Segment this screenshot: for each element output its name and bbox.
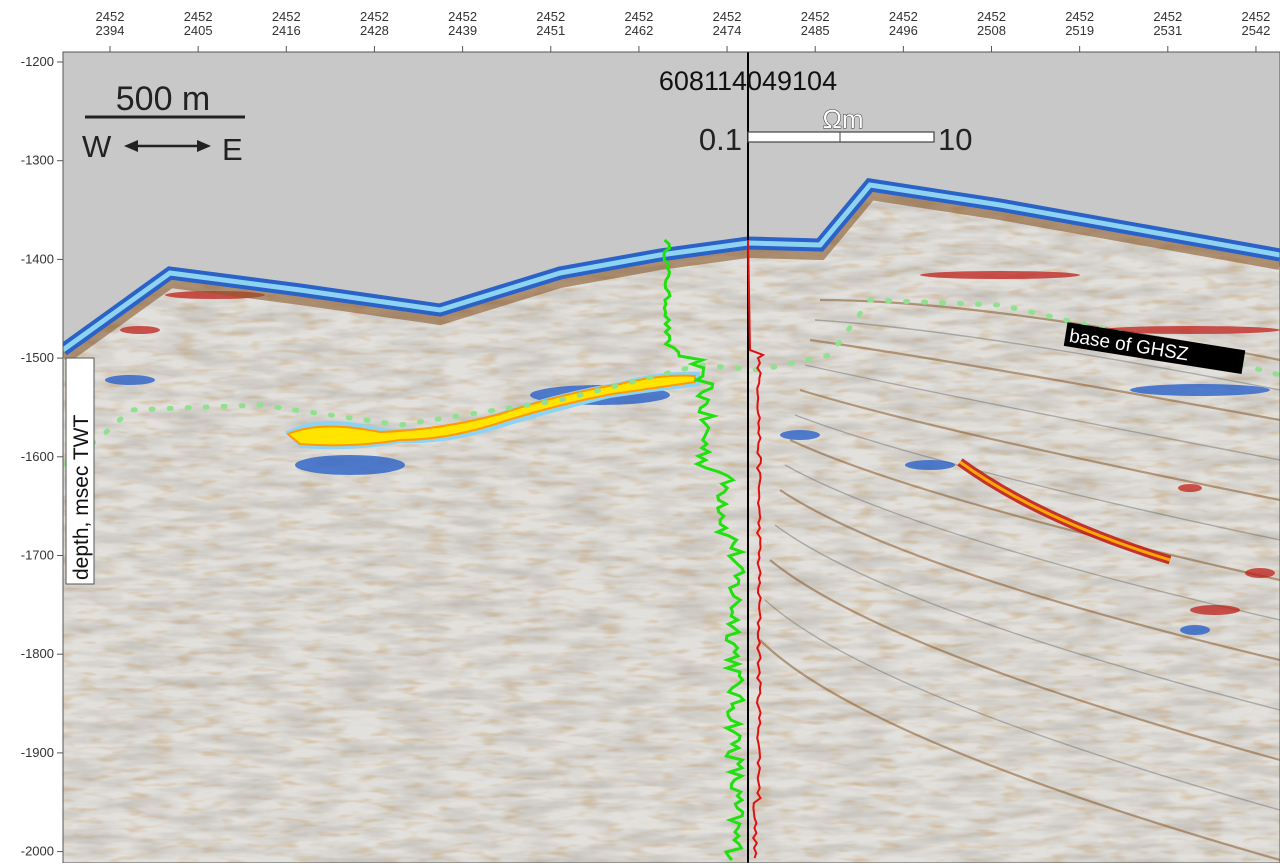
x-tick-label-bottom: 2428 — [360, 23, 389, 38]
y-tick: -1600 — [21, 449, 63, 464]
x-tick-label-bottom: 2531 — [1153, 23, 1182, 38]
x-tick-label-top: 2452 — [889, 9, 918, 24]
y-axis: -1200 -1300 -1400 -1500 -1600 -1700 -1800 -1900… — [21, 54, 63, 859]
y-tick-label: -1800 — [21, 646, 54, 661]
x-tick-label-bottom: 2451 — [536, 23, 565, 38]
x-tick-label-top: 2452 — [448, 9, 477, 24]
seafloor-reflector — [63, 178, 1280, 364]
direction-west: W — [82, 129, 112, 164]
x-tick-label-top: 2452 — [977, 9, 1006, 24]
y-tick: -1300 — [21, 153, 63, 168]
direction-east: E — [222, 132, 243, 167]
y-tick: -1200 — [21, 54, 63, 69]
y-tick-label: -2000 — [21, 844, 54, 859]
plot-area — [63, 52, 1280, 863]
x-tick-label-bottom: 2485 — [801, 23, 830, 38]
scale-bar-label: 500 m — [116, 80, 211, 118]
x-tick-label-bottom: 2462 — [624, 23, 653, 38]
x-tick-label-bottom: 2416 — [272, 23, 301, 38]
y-axis-label: depth, msec TWT — [65, 357, 95, 585]
arrow-right-icon — [197, 140, 211, 152]
y-tick: -1400 — [21, 251, 63, 266]
scale-bar: 500 m — [85, 80, 245, 119]
x-tick-label-top: 2452 — [360, 9, 389, 24]
y-axis-title: depth, msec TWT — [70, 415, 93, 580]
y-tick-label: -1400 — [21, 251, 54, 266]
y-tick: -1800 — [21, 646, 63, 661]
y-tick-label: -1200 — [21, 54, 54, 69]
resistivity-unit: Ωm — [822, 104, 863, 134]
x-tick-label-top: 2452 — [624, 9, 653, 24]
x-tick-label-top: 2452 — [96, 9, 125, 24]
x-tick-label-bottom: 2542 — [1241, 23, 1270, 38]
x-tick-label-top: 2452 — [1241, 9, 1270, 24]
x-tick-label-bottom: 2394 — [96, 23, 125, 38]
y-tick-label: -1300 — [21, 153, 54, 168]
x-tick-label-bottom: 2405 — [184, 23, 213, 38]
water-column — [63, 52, 1280, 345]
x-tick-label-top: 2452 — [1065, 9, 1094, 24]
y-tick-label: -1700 — [21, 548, 54, 563]
x-tick-label-bottom: 2439 — [448, 23, 477, 38]
resistivity-log-red — [747, 239, 766, 859]
x-tick-label-bottom: 2496 — [889, 23, 918, 38]
x-tick-label-bottom: 2474 — [713, 23, 742, 38]
y-tick-label: -1900 — [21, 745, 54, 760]
direction-indicator: W E — [82, 129, 243, 167]
x-tick-label-top: 2452 — [536, 9, 565, 24]
x-tick-label-top: 2452 — [713, 9, 742, 24]
resistivity-scale: 0.1 10 Ωm — [699, 104, 973, 158]
x-tick-label-bottom: 2508 — [977, 23, 1006, 38]
y-tick-label: -1600 — [21, 449, 54, 464]
y-tick-label: -1500 — [21, 350, 54, 365]
y-tick: -1700 — [21, 548, 63, 563]
well-id: 608114049104 — [659, 66, 837, 96]
x-tick-label-top: 2452 — [184, 9, 213, 24]
x-tick-label-top: 2452 — [801, 9, 830, 24]
x-tick-label-top: 2452 — [272, 9, 301, 24]
x-tick-label-bottom: 2519 — [1065, 23, 1094, 38]
x-axis: 2452239424522405245224162452242824522439… — [96, 9, 1270, 52]
y-tick: -1900 — [21, 745, 63, 760]
resistivity-max: 10 — [938, 122, 972, 157]
resistivity-scale-bar — [747, 131, 935, 143]
arrow-left-icon — [124, 140, 138, 152]
x-tick-label-top: 2452 — [1153, 9, 1182, 24]
y-tick: -2000 — [21, 844, 63, 859]
resistivity-log-green — [662, 238, 747, 861]
y-tick: -1500 — [21, 350, 63, 365]
resistivity-min: 0.1 — [699, 122, 742, 157]
